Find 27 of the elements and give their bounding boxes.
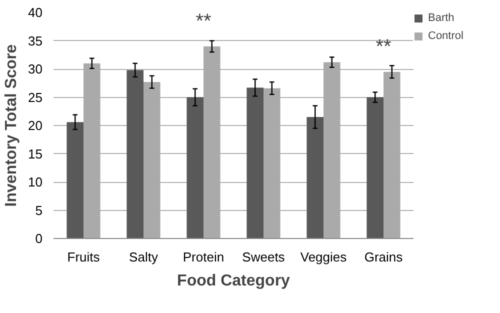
bar — [186, 97, 204, 238]
legend-label: Barth — [428, 12, 454, 24]
y-tick-label: 5 — [35, 202, 43, 218]
x-tick-label: Fruits — [67, 250, 100, 264]
y-axis-title: Inventory Total Score — [3, 44, 20, 207]
annotation: ** — [376, 36, 392, 58]
legend-label: Control — [428, 30, 464, 42]
bar — [66, 122, 84, 238]
y-tick-label: 15 — [28, 146, 43, 162]
x-tick-label: Sweets — [242, 250, 286, 264]
bar — [366, 97, 384, 238]
y-tick-label: 0 — [35, 231, 43, 246]
x-tick-label: Veggies — [300, 250, 348, 264]
x-axis-title: Food Category — [177, 272, 290, 290]
x-tick-label: Protein — [182, 250, 224, 264]
x-tick-label: Salty — [129, 250, 158, 264]
bar — [306, 117, 324, 238]
bar — [126, 70, 144, 238]
bar — [246, 88, 264, 238]
x-tick-label: Grains — [364, 250, 404, 264]
y-tick-label: 35 — [28, 33, 43, 48]
y-tick-label: 30 — [28, 62, 43, 76]
annotation: ** — [196, 10, 212, 32]
y-tick-label: 20 — [28, 118, 43, 133]
y-tick-label: 40 — [28, 5, 43, 20]
y-tick-label: 10 — [28, 174, 43, 190]
y-tick-label: 25 — [28, 90, 43, 105]
